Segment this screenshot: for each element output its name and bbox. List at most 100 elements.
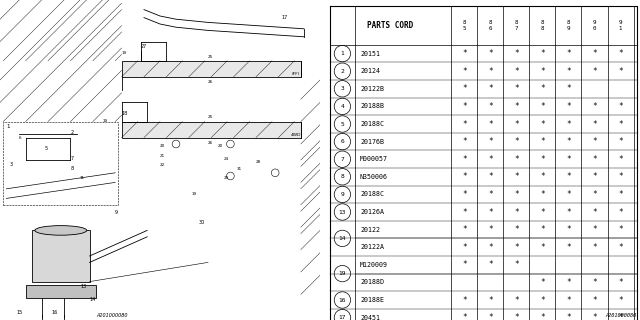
Text: *: * xyxy=(462,119,467,129)
Text: *: * xyxy=(566,207,571,217)
Text: 19: 19 xyxy=(102,119,108,123)
Text: 6: 6 xyxy=(340,139,344,144)
Text: *: * xyxy=(618,313,623,320)
Text: *: * xyxy=(540,84,545,93)
Text: 19: 19 xyxy=(339,271,346,276)
Text: 1: 1 xyxy=(6,124,10,129)
Text: 15: 15 xyxy=(16,310,22,315)
Text: *: * xyxy=(488,225,493,234)
Text: 3: 3 xyxy=(340,86,344,91)
Text: 13: 13 xyxy=(339,210,346,214)
Text: *: * xyxy=(462,313,467,320)
Text: *: * xyxy=(514,137,518,146)
Text: 4: 4 xyxy=(340,104,344,109)
Text: *: * xyxy=(514,243,518,252)
Text: *: * xyxy=(618,137,623,146)
Text: 9: 9 xyxy=(340,192,344,197)
Text: 20188D: 20188D xyxy=(360,279,384,285)
Text: *: * xyxy=(540,278,545,287)
Text: 9
1: 9 1 xyxy=(619,20,622,31)
Text: *: * xyxy=(618,207,623,217)
Text: 3: 3 xyxy=(10,162,13,167)
Text: *: * xyxy=(514,225,518,234)
Text: *: * xyxy=(514,207,518,217)
Text: 17: 17 xyxy=(282,15,288,20)
Text: 16: 16 xyxy=(339,298,346,302)
Text: 20451: 20451 xyxy=(360,315,380,320)
Text: *: * xyxy=(566,67,571,76)
Text: *: * xyxy=(514,190,518,199)
Bar xyxy=(26,285,96,298)
Text: *: * xyxy=(514,313,518,320)
Text: 17: 17 xyxy=(339,315,346,320)
Text: *: * xyxy=(566,155,571,164)
Text: *: * xyxy=(462,102,467,111)
Text: *: * xyxy=(618,155,623,164)
Text: 14: 14 xyxy=(339,236,346,241)
Text: *: * xyxy=(488,67,493,76)
Text: 13: 13 xyxy=(80,284,86,289)
Text: *: * xyxy=(592,243,597,252)
Text: 5: 5 xyxy=(45,146,48,151)
Text: *: * xyxy=(540,155,545,164)
Text: *: * xyxy=(618,278,623,287)
Text: 8: 8 xyxy=(70,166,74,171)
Text: *: * xyxy=(540,172,545,181)
Text: *: * xyxy=(566,313,571,320)
Text: 18: 18 xyxy=(122,111,128,116)
Text: 2: 2 xyxy=(70,130,74,135)
Text: *: * xyxy=(462,225,467,234)
Text: 28: 28 xyxy=(256,160,261,164)
Text: *: * xyxy=(462,155,467,164)
Text: *: * xyxy=(592,137,597,146)
Text: 29: 29 xyxy=(224,176,229,180)
Text: *: * xyxy=(540,137,545,146)
Text: 22: 22 xyxy=(160,164,165,167)
Text: *: * xyxy=(592,190,597,199)
Text: *: * xyxy=(514,102,518,111)
Text: *: * xyxy=(540,67,545,76)
Text: *: * xyxy=(540,190,545,199)
Text: 21: 21 xyxy=(160,154,165,158)
Text: *: * xyxy=(462,84,467,93)
Text: 8
7: 8 7 xyxy=(515,20,518,31)
Text: *: * xyxy=(514,295,518,305)
Text: *: * xyxy=(592,225,597,234)
Text: 5: 5 xyxy=(340,122,344,126)
Text: (FF): (FF) xyxy=(291,72,300,76)
Text: *: * xyxy=(462,260,467,269)
Bar xyxy=(32,230,90,282)
Text: 8: 8 xyxy=(340,174,344,179)
Text: *: * xyxy=(566,225,571,234)
Text: *: * xyxy=(540,207,545,217)
Text: 20176B: 20176B xyxy=(360,139,384,145)
Text: 11: 11 xyxy=(80,176,85,180)
Bar xyxy=(122,122,301,138)
Text: 20122B: 20122B xyxy=(360,86,384,92)
Text: 30: 30 xyxy=(198,220,205,225)
Text: *: * xyxy=(462,49,467,58)
Text: *: * xyxy=(592,278,597,287)
Text: *: * xyxy=(592,172,597,181)
Text: 19: 19 xyxy=(122,52,127,55)
Text: 25: 25 xyxy=(208,116,213,119)
Text: *: * xyxy=(514,119,518,129)
Ellipse shape xyxy=(35,226,87,235)
Text: A201000080: A201000080 xyxy=(605,313,637,318)
Text: *: * xyxy=(618,243,623,252)
Text: *: * xyxy=(462,190,467,199)
Text: 14: 14 xyxy=(90,297,96,302)
Text: *: * xyxy=(566,49,571,58)
Text: 25: 25 xyxy=(208,55,213,59)
Text: *: * xyxy=(592,49,597,58)
Text: *: * xyxy=(488,172,493,181)
Text: *: * xyxy=(592,313,597,320)
Text: *: * xyxy=(566,295,571,305)
Text: *: * xyxy=(566,278,571,287)
Text: 9
0: 9 0 xyxy=(593,20,596,31)
Text: *: * xyxy=(540,119,545,129)
Text: *: * xyxy=(618,49,623,58)
Text: *: * xyxy=(540,102,545,111)
Text: *: * xyxy=(566,190,571,199)
Text: *: * xyxy=(592,102,597,111)
